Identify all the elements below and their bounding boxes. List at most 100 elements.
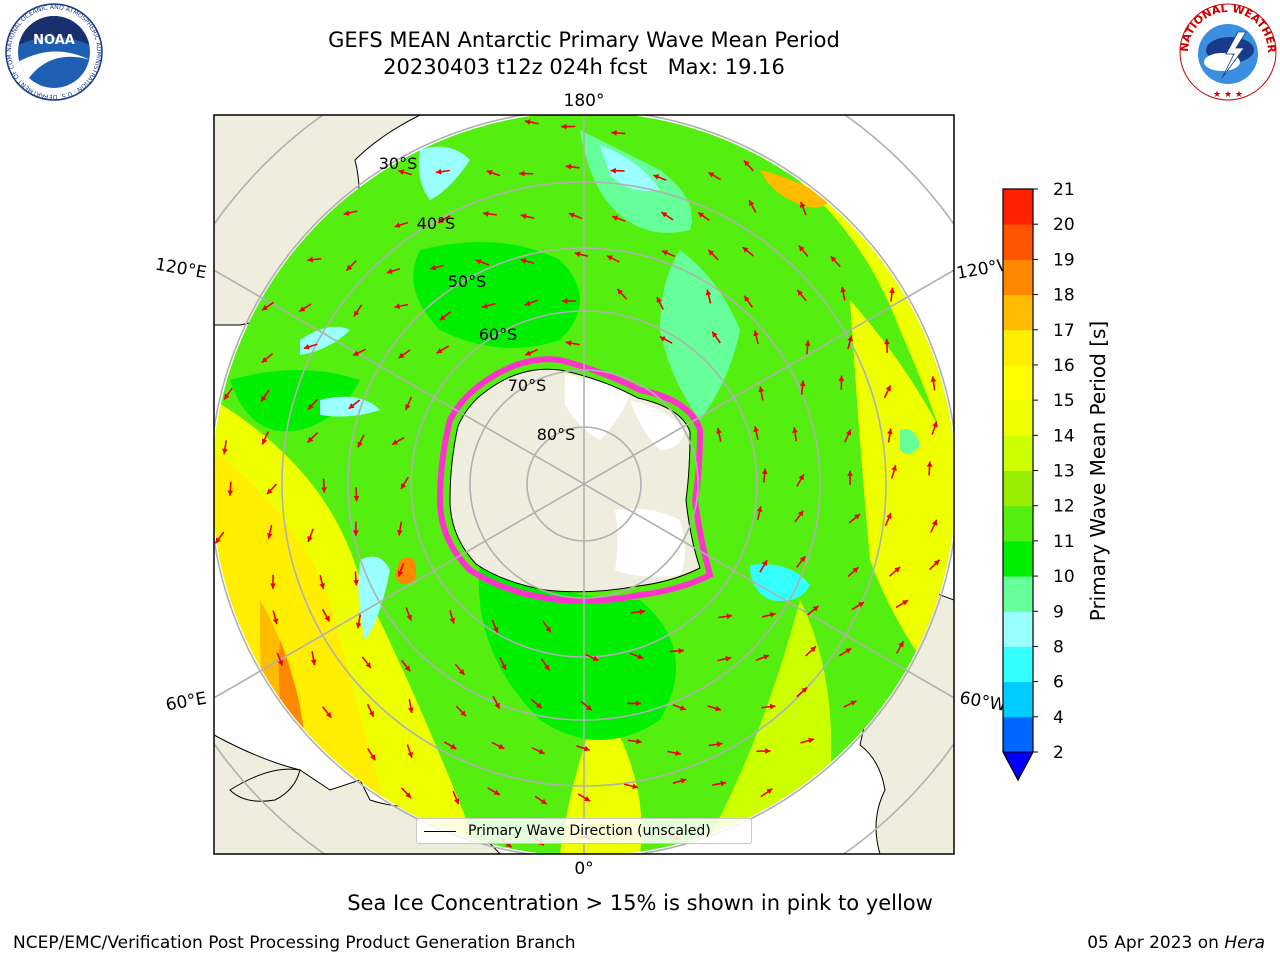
wave-arrow-head (458, 669, 465, 675)
colorbar-tick-label: 4 (1053, 708, 1064, 728)
wave-arrow-head (319, 583, 326, 589)
wave-arrow-head (891, 465, 897, 471)
wave-arrow-head (430, 264, 437, 271)
wave-arrow-head (708, 172, 715, 178)
colorbar-tick-label: 15 (1053, 391, 1075, 411)
wave-arrow-head (639, 609, 646, 615)
wave-arrow-head (325, 711, 332, 718)
wave-arrow-head (712, 331, 718, 338)
wave-arrow-head (810, 646, 816, 653)
wave-arrow-head (324, 615, 330, 622)
wave-arrow-head (801, 687, 808, 694)
wave-arrow-head (398, 169, 405, 175)
wave-arrow-head (847, 470, 853, 476)
wave-arrow-head (261, 356, 268, 363)
colorbar-segment (1003, 576, 1033, 612)
colorbar-tick-label: 11 (1053, 532, 1075, 552)
wave-arrow-head (519, 170, 525, 177)
wave-arrow-head (840, 286, 847, 293)
wave-arrow-head (353, 350, 359, 356)
lon-label-60e: 60°E (164, 689, 208, 716)
colorbar-segment (1003, 646, 1033, 683)
wave-arrow-head (266, 533, 273, 539)
wave-arrow-head (799, 380, 806, 387)
colorbar-segment (1003, 294, 1033, 331)
wave-arrow-head (612, 215, 619, 221)
wave-arrow-head (932, 421, 938, 428)
wave-arrow-head (352, 530, 359, 536)
wave-arrow-head (635, 700, 642, 707)
wave-arrow-head (261, 395, 267, 402)
wave-arrow-head (392, 439, 399, 445)
colorbar-segment (1003, 716, 1033, 753)
wave-arrow-head (475, 259, 482, 265)
wave-arrow-head (753, 426, 759, 432)
wave-arrow-head (617, 288, 623, 295)
wave-arrow-head (804, 340, 811, 346)
wave-arrow-head (744, 295, 750, 302)
wave-arrow-head (679, 705, 686, 711)
wave-arrow-head (894, 566, 901, 573)
wave-arrow-head (436, 348, 443, 354)
colorbar-segment (1003, 681, 1033, 718)
antarctica (436, 356, 714, 604)
wave-arrow-head (450, 743, 457, 749)
wave-arrow-head (505, 841, 512, 848)
colorbar-segment (1003, 329, 1033, 366)
wave-arrow-head (394, 303, 401, 310)
legend-line-swatch (424, 830, 456, 832)
wave-arrow-head (838, 375, 845, 381)
wave-arrow-head (898, 641, 904, 648)
wave-arrow-head (536, 702, 543, 709)
wave-arrow-head (742, 247, 749, 253)
wave-arrow-head (756, 506, 763, 513)
wave-arrow-head (798, 474, 804, 481)
wave-arrow-head (812, 605, 819, 612)
wave-arrow-head (266, 488, 273, 495)
footer-date-text: 05 Apr 2023 on (1087, 933, 1219, 953)
wave-arrow-head (498, 743, 505, 749)
wave-arrow-head (272, 618, 279, 625)
wave-arrow-head (725, 655, 732, 662)
wave-arrow-head (565, 163, 572, 170)
wave-arrow-head (830, 256, 837, 263)
wave-arrow-head (584, 795, 591, 802)
noaa-logo-text: NOAA (33, 33, 75, 48)
wave-arrow-head (222, 448, 228, 455)
wave-arrow-head (224, 393, 230, 400)
wave-arrow-head (307, 536, 313, 542)
wave-arrow-head (524, 300, 531, 306)
wave-arrow-head (561, 123, 567, 130)
wave-arrow-head (592, 655, 599, 661)
wave-arrow-head (270, 583, 276, 589)
lat-label-30s: 30°S (379, 154, 418, 173)
colorbar-segment (1003, 611, 1033, 647)
wave-arrow-head (227, 490, 234, 496)
wave-arrow-head (708, 249, 715, 256)
colorbar-segment (1003, 400, 1033, 436)
wave-arrow-head (544, 664, 550, 671)
wave-arrow-head (435, 168, 442, 175)
wave-arrow-head (726, 613, 733, 620)
lon-label-120e: 120°E (154, 255, 208, 284)
wave-arrow-head (763, 654, 770, 660)
wave-arrow-head (307, 256, 313, 263)
wave-arrow-head (797, 290, 803, 296)
wave-arrow-head (574, 251, 581, 258)
colorbar-segment (1003, 364, 1033, 401)
noaa-logo: NATIONAL OCEANIC AND ATMOSPHERIC ADMINIS… (4, 2, 103, 101)
wave-arrow-head (406, 614, 412, 621)
wave-arrow-head (697, 212, 704, 218)
wave-arrow-head (348, 403, 355, 409)
wave-arrow-head (852, 567, 859, 573)
wave-arrow-head (637, 653, 644, 660)
wave-arrow-head (405, 792, 412, 799)
wave-arrow-head (850, 700, 857, 706)
footer-date: 05 Apr 2023 on Hera (1087, 933, 1265, 953)
wave-arrow-head (353, 579, 359, 586)
lat-label-50s: 50°S (448, 272, 487, 291)
colorbar-tick-label: 19 (1053, 250, 1075, 270)
wave-arrow-head (545, 626, 551, 633)
wave-arrow-head (460, 710, 467, 717)
wave-arrow-head (397, 570, 404, 577)
